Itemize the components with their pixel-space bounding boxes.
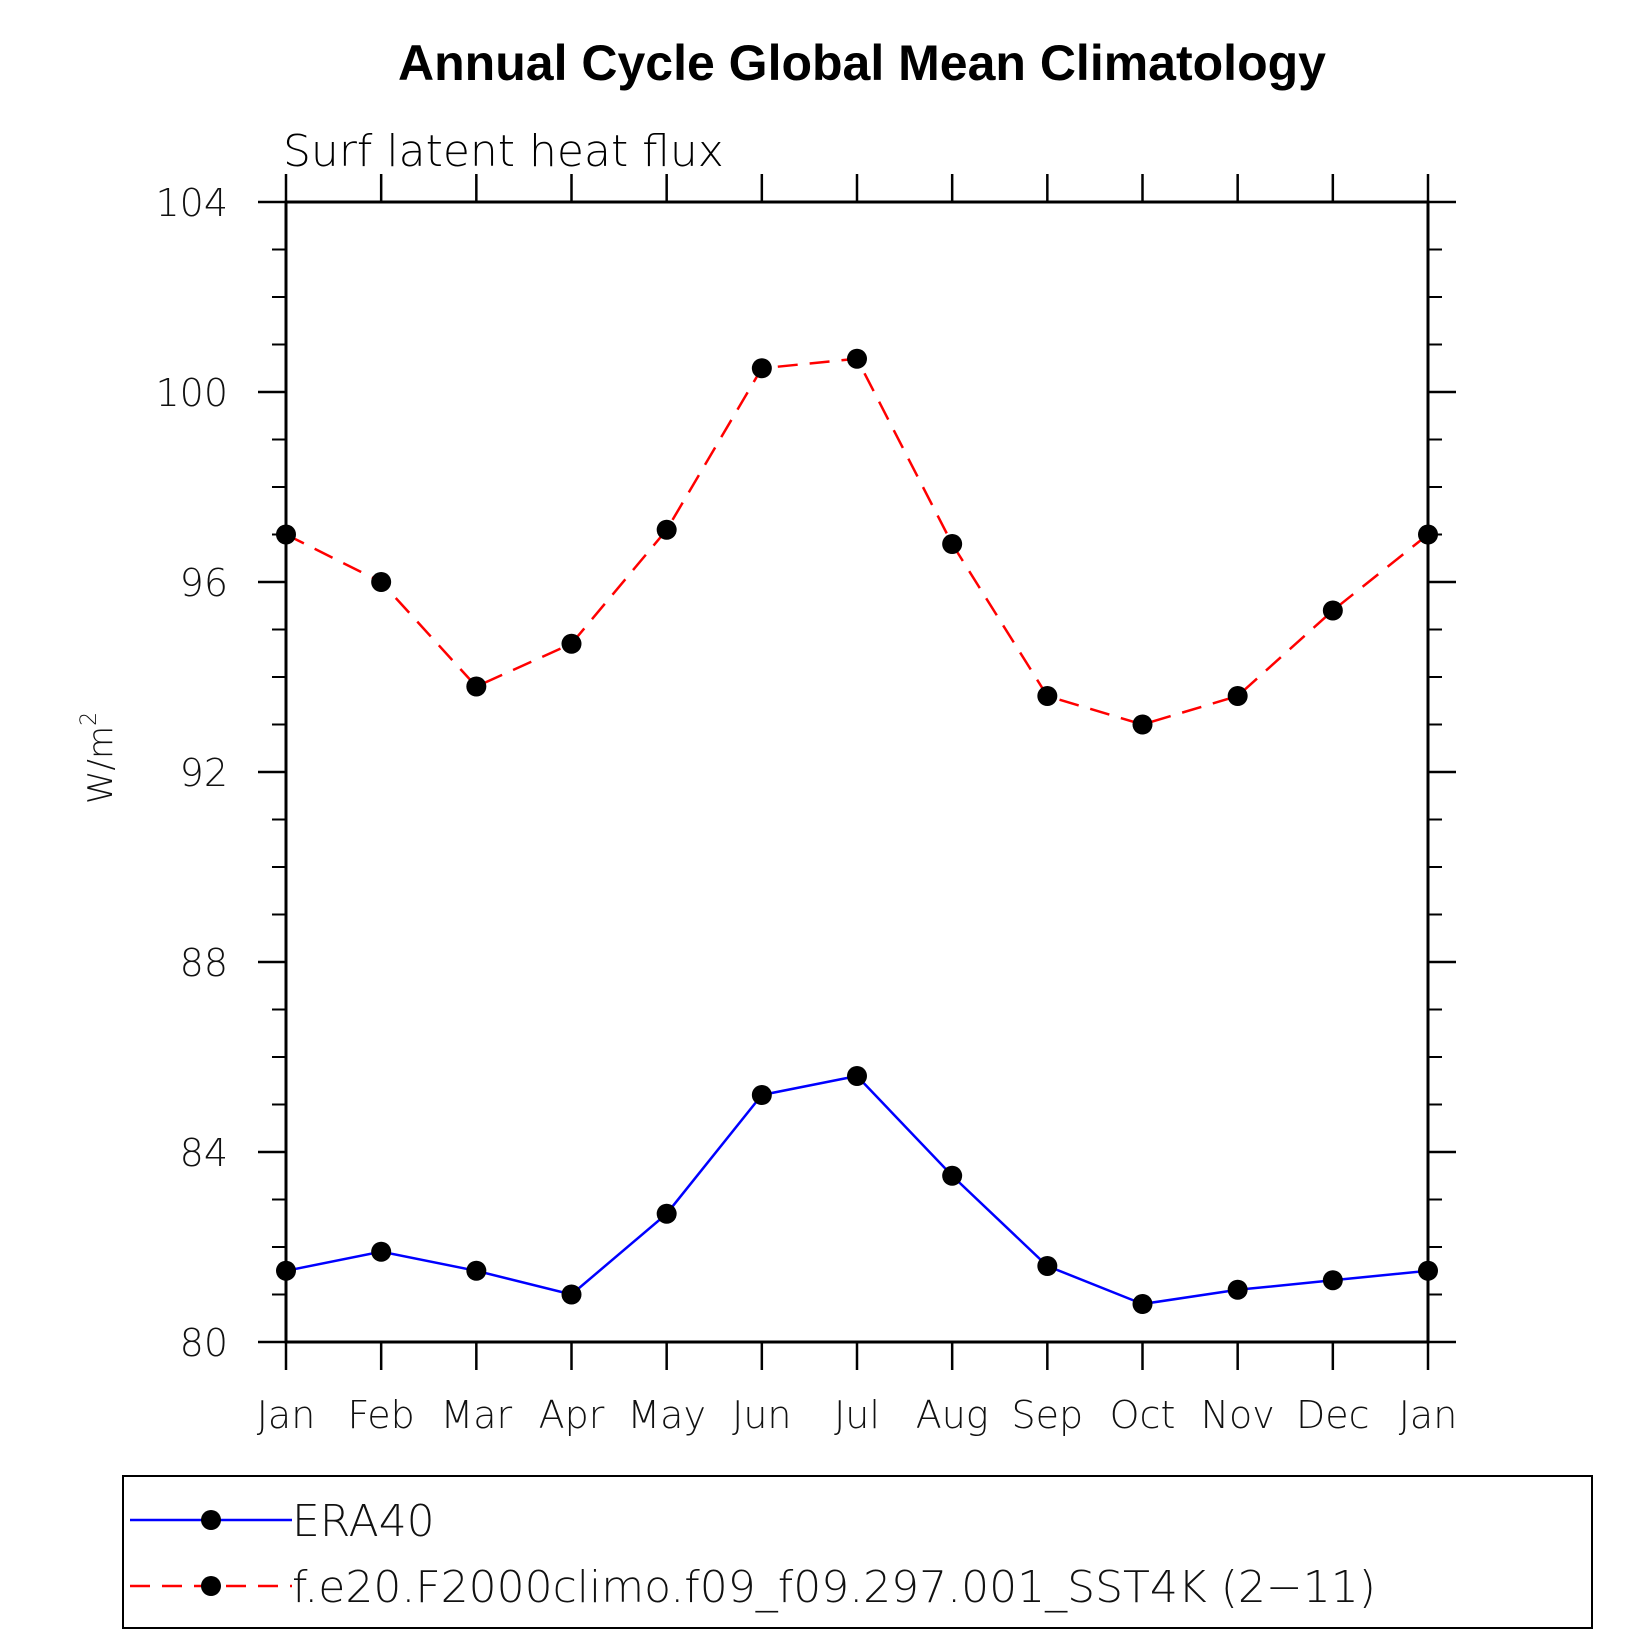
x-tick-label-5: Jun bbox=[732, 1393, 791, 1437]
x-tick-label-1: Feb bbox=[348, 1393, 415, 1437]
y-tick-label-1: 84 bbox=[180, 1131, 228, 1175]
series-1-point-4 bbox=[656, 519, 677, 540]
x-tick-label-9: Oct bbox=[1110, 1393, 1176, 1437]
series-1-point-7 bbox=[942, 534, 963, 554]
axis-ticks: Jan Feb Mar Apr May Jun Jul Aug Sep Oct Nov Dec Jan 8… bbox=[155, 174, 1457, 1437]
series-0-point-4 bbox=[656, 1203, 677, 1224]
y-tick-label-5: 100 bbox=[155, 371, 228, 415]
series-1-point-12 bbox=[1418, 524, 1438, 545]
x-tick-label-11: Dec bbox=[1296, 1393, 1370, 1437]
series-1-point-1 bbox=[371, 572, 392, 592]
series-0-point-10 bbox=[1227, 1279, 1248, 1300]
series-line-1 bbox=[285, 357, 1429, 726]
y-axis-label-superscript: 2 bbox=[77, 712, 102, 726]
y-tick-label-0: 80 bbox=[180, 1321, 228, 1365]
x-tick-label-2: Mar bbox=[440, 1393, 512, 1437]
series-1-point-0 bbox=[276, 524, 296, 545]
series-layer bbox=[276, 348, 1438, 1314]
series-1-point-8 bbox=[1037, 686, 1058, 706]
series-1-point-9 bbox=[1132, 714, 1153, 735]
series-1-point-3 bbox=[561, 633, 582, 654]
x-tick-label-6: Jul bbox=[834, 1393, 880, 1437]
series-1-point-11 bbox=[1322, 600, 1343, 621]
x-tick-label-8: Sep bbox=[1012, 1393, 1084, 1437]
y-tick-label-6: 104 bbox=[155, 181, 228, 225]
y-axis-label: W/m2 bbox=[77, 712, 121, 804]
legend-box bbox=[122, 1475, 1593, 1629]
series-0-point-12 bbox=[1418, 1260, 1438, 1281]
legend: ERA40 f.e20.F2000climo.f09_f09.297.001_S… bbox=[122, 1475, 1593, 1629]
legend-marker-sst4k bbox=[201, 1576, 221, 1596]
legend-label-era40: ERA40 bbox=[292, 1496, 435, 1547]
series-0-point-6 bbox=[847, 1066, 867, 1086]
series-0-point-7 bbox=[942, 1165, 963, 1186]
series-0-point-2 bbox=[466, 1260, 487, 1281]
series-1-point-10 bbox=[1227, 686, 1248, 706]
y-tick-label-2: 88 bbox=[180, 941, 228, 985]
y-tick-label-3: 92 bbox=[180, 751, 228, 795]
chart-title: Annual Cycle Global Mean Climatology bbox=[398, 35, 1326, 91]
series-0-point-3 bbox=[561, 1284, 582, 1305]
plot-frame bbox=[284, 200, 1430, 1344]
x-tick-label-3: Apr bbox=[539, 1393, 605, 1437]
series-0-point-11 bbox=[1322, 1270, 1343, 1291]
series-0-point-9 bbox=[1132, 1294, 1153, 1314]
x-tick-label-0: Jan bbox=[257, 1393, 316, 1437]
series-1-point-6 bbox=[847, 348, 867, 369]
legend-marker-era40 bbox=[201, 1510, 221, 1530]
series-1-point-5 bbox=[751, 358, 772, 379]
series-0-point-5 bbox=[751, 1085, 772, 1105]
x-tick-label-12: Jan bbox=[1399, 1393, 1458, 1437]
series-0-point-0 bbox=[276, 1260, 296, 1281]
series-1-point-2 bbox=[466, 676, 487, 697]
x-tick-label-10: Nov bbox=[1201, 1393, 1275, 1437]
x-tick-label-7: Aug bbox=[916, 1393, 989, 1437]
series-line-0 bbox=[285, 1074, 1429, 1306]
series-0-point-8 bbox=[1037, 1256, 1058, 1276]
y-tick-label-4: 96 bbox=[180, 561, 228, 605]
x-tick-label-4: May bbox=[627, 1393, 706, 1437]
chart-subtitle: Surf latent heat flux bbox=[283, 126, 724, 177]
series-0-point-1 bbox=[371, 1241, 392, 1262]
y-axis-label-main: W/m bbox=[81, 726, 121, 804]
legend-label-sst4k: f.e20.F2000climo.f09_f09.297.001_SST4K (… bbox=[292, 1562, 1376, 1613]
